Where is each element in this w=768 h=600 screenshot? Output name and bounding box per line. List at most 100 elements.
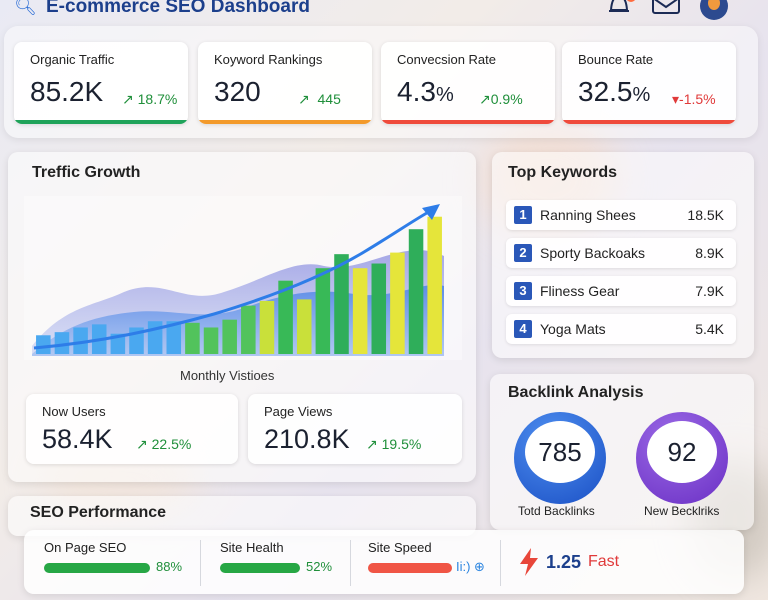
stat-value: 210.8K [264,424,350,454]
keyword-name: Yoga Mats [540,321,606,337]
keyword-rank: 4 [514,320,532,338]
progress-track [220,563,300,573]
chart-bar [147,321,163,354]
chart-bar [371,263,387,354]
progress-track [44,563,150,573]
kpi-value-number: 32.5 [578,76,633,107]
trend-down-icon: ▾ [672,91,680,107]
stat-label: Page Views [264,404,333,419]
chart-bar [185,322,200,354]
total-backlinks-label: Totd Backlinks [518,504,595,518]
kpi-label: Convecsion Rate [397,52,496,67]
keyword-count: 18.5K [687,207,724,223]
chart-bar [241,305,256,354]
bell-icon[interactable] [606,0,632,16]
kpi-accent-bar [562,120,736,124]
kpi-label: Organic Traffic [30,52,115,67]
seo-item-label: On Page SEO [44,540,127,555]
kpi-change-value: 18.7% [137,91,178,107]
stat-label: Now Users [42,404,106,419]
chart-bar [259,300,275,354]
kpi-panel: Organic Traffic 85.2K ↗ 18.7% Koyword Ra… [4,26,758,138]
kpi-change: ↗ 445 [298,91,341,108]
chart-bar [296,299,312,354]
kpi-value-number: 4.3 [397,76,436,107]
trend-up-icon: ↗ [479,91,491,107]
speed-value: 1.25 [546,552,582,572]
keyword-rank: 2 [514,244,532,262]
kpi-card-conversion-rate[interactable]: Convecsion Rate 4.3% ↗0.9% [381,42,555,124]
total-backlinks-gauge: 785 [514,412,606,504]
trend-up-icon: ↗ [122,91,138,107]
progress-track [368,563,452,573]
chart-bar [278,280,293,354]
kpi-card-keyword-rankings[interactable]: Koyword Rankings 320 ↗ 445 [198,42,372,124]
seo-item-label: Site Health [220,540,284,555]
keyword-name: Sporty Backoaks [540,245,646,261]
new-backlinks-gauge: 92 [636,412,728,504]
kpi-accent-bar [198,120,372,124]
chart-bar [408,229,424,354]
keyword-row[interactable]: 4 Yoga Mats 5.4K [506,314,736,344]
keyword-count: 8.9K [695,245,724,261]
chart-bar [73,327,88,354]
keyword-rank: 3 [514,282,532,300]
chart-bar [54,332,70,354]
trend-up-icon: ↗ [366,436,382,452]
divider [200,540,201,586]
kpi-change: ↗ 18.7% [122,91,177,108]
kpi-label: Koyword Rankings [214,52,323,67]
kpi-change: ▾-1.5% [672,91,716,108]
kpi-card-bounce-rate[interactable]: Bounce Rate 32.5% ▾-1.5% [562,42,736,124]
card-title: Backlink Analysis [508,384,644,401]
kpi-change-value: 0.9% [490,91,523,107]
stat-change: ↗ 19.5% [366,436,421,453]
kpi-change-value: 445 [317,91,341,107]
trend-line [33,208,433,350]
stat-card-new-users[interactable]: Now Users 58.4K ↗ 22.5% [26,394,238,464]
seo-item-label: Site Speed [368,540,432,555]
notification-badge [626,0,636,2]
kpi-value: 85.2K [30,76,104,107]
kpi-value: 32.5% [578,76,650,108]
page-title: E-commerce SEO Dashboard [46,0,310,17]
kpi-value-unit: % [435,84,454,106]
trend-arrowhead [422,204,440,220]
keyword-row[interactable]: 2 Sporty Backoaks 8.9K [506,238,736,268]
keyword-count: 7.9K [695,283,724,299]
stat-value: 58.4K [42,424,113,454]
divider [350,540,351,586]
seo-metrics-strip [24,530,744,594]
keyword-row[interactable]: 1 Ranning Shees 18.5K [506,200,736,230]
seo-item-percent: 52% [306,559,333,574]
kpi-accent-bar [381,120,555,124]
card-title: Treffic Growth [32,164,141,181]
new-backlinks-label: New Becklriks [644,504,720,518]
header: 🔍︎ E-commerce SEO Dashboard [0,0,768,22]
chart-bar [166,321,182,354]
mail-icon[interactable] [652,0,680,14]
chart-bar [222,319,237,354]
keyword-row[interactable]: 3 Fliness Gear 7.9K [506,276,736,306]
trend-up-icon: ↗ [298,91,318,107]
avatar[interactable] [700,0,728,20]
stat-card-page-views[interactable]: Page Views 210.8K ↗ 19.5% [248,394,462,464]
stat-change-value: 19.5% [381,436,422,452]
chart-bar [334,254,349,354]
stat-change-value: 22.5% [151,436,192,452]
traffic-growth-chart [24,196,462,360]
chart-bar [36,335,51,354]
card-title: Top Keywords [508,164,618,181]
trend-up-icon: ↗ [136,436,152,452]
chart-bar [352,268,368,354]
chart-bar [390,252,405,354]
chart-bar [110,333,126,354]
speed-status: Fast [588,553,620,570]
divider [500,540,501,586]
kpi-card-organic-traffic[interactable]: Organic Traffic 85.2K ↗ 18.7% [14,42,188,124]
keyword-rank: 1 [514,206,532,224]
chart-bar [203,327,219,354]
chart-bar [427,216,442,354]
kpi-label: Bounce Rate [578,52,654,67]
keyword-name: Fliness Gear [540,283,620,299]
